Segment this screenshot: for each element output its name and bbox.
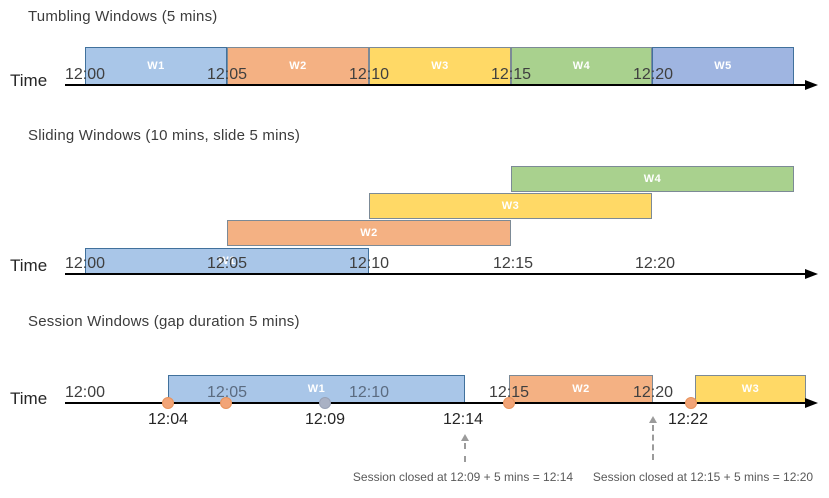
session-close-annotation: Session closed at 12:09 + 5 mins = 12:14	[352, 470, 574, 484]
window-box-sliding-w3: W3	[369, 193, 652, 219]
dashed-up-arrow-icon	[649, 416, 657, 460]
window-label: W3	[431, 60, 449, 72]
event-dot	[503, 397, 515, 409]
tick-session-12-10: 12:10	[348, 384, 390, 401]
event-time-label-12-14: 12:14	[442, 411, 484, 428]
axis-arrowhead-icon-tumbling	[805, 80, 818, 90]
tick-sliding-12-05: 12:05	[206, 255, 248, 272]
window-label: W3	[501, 200, 520, 212]
tick-session-12-20: 12:20	[632, 384, 674, 401]
window-box-tumbling-w3: W3	[369, 47, 511, 85]
window-label: W2	[572, 383, 590, 395]
event-dot	[319, 397, 331, 409]
arrowhead-icon	[649, 416, 657, 423]
session-close-annotation: Session closed at 12:15 + 5 mins = 12:20	[592, 470, 814, 484]
event-dot	[685, 397, 697, 409]
time-axis-title-tumbling: Time	[10, 71, 48, 90]
time-axis-title-sliding: Time	[10, 256, 48, 275]
tick-tumbling-12-10: 12:10	[348, 66, 390, 83]
window-box-sliding-w4: W4	[511, 166, 794, 192]
tick-sliding-12-00: 12:00	[64, 255, 106, 272]
time-axis-line-sliding	[65, 273, 805, 275]
window-label: W5	[714, 60, 732, 72]
tick-tumbling-12-20: 12:20	[632, 66, 674, 83]
event-time-label-12-09: 12:09	[304, 411, 346, 428]
axis-arrowhead-icon-sliding	[805, 269, 818, 279]
tick-tumbling-12-00: 12:00	[64, 66, 106, 83]
window-label: W3	[741, 383, 760, 395]
time-axis-line-session	[65, 402, 805, 404]
tick-sliding-12-15: 12:15	[492, 255, 534, 272]
window-label: W1	[218, 255, 236, 267]
window-label: W4	[643, 173, 662, 185]
window-label: W2	[289, 60, 307, 72]
time-axis-title-session: Time	[10, 389, 48, 408]
tick-session-12-00: 12:00	[64, 384, 106, 401]
window-box-tumbling-w4: W4	[511, 47, 652, 85]
tick-session-12-15: 12:15	[488, 384, 530, 401]
dashed-up-arrow-icon	[461, 434, 469, 462]
window-box-tumbling-w1: W1	[85, 47, 227, 85]
event-dot	[220, 397, 232, 409]
section-title-sliding: Sliding Windows (10 mins, slide 5 mins)	[28, 127, 301, 144]
tick-tumbling-12-15: 12:15	[490, 66, 532, 83]
window-box-tumbling-w2: W2	[227, 47, 369, 85]
window-box-sliding-w1: W1	[85, 248, 369, 274]
arrow-shaft	[464, 443, 466, 462]
tick-sliding-12-10: 12:10	[348, 255, 390, 272]
window-label: W1	[307, 383, 326, 395]
tick-session-12-05: 12:05	[206, 384, 248, 401]
window-label: W4	[572, 60, 591, 72]
axis-arrowhead-icon-session	[805, 398, 818, 408]
window-label: W2	[360, 227, 378, 239]
window-box-sliding-w2: W2	[227, 220, 511, 246]
tick-tumbling-12-05: 12:05	[206, 66, 248, 83]
window-label: W1	[147, 60, 165, 72]
event-dot	[162, 397, 174, 409]
window-box-session-w3: W3	[695, 375, 806, 403]
section-title-session: Session Windows (gap duration 5 mins)	[28, 313, 300, 330]
time-axis-line-tumbling	[65, 84, 805, 86]
event-time-label-12-04: 12:04	[147, 411, 189, 428]
section-title-tumbling: Tumbling Windows (5 mins)	[28, 8, 218, 25]
arrow-shaft	[652, 425, 654, 460]
window-box-tumbling-w5: W5	[652, 47, 794, 85]
window-box-session-w2: W2	[509, 375, 653, 403]
tick-sliding-12-20: 12:20	[634, 255, 676, 272]
event-time-label-12-22: 12:22	[667, 411, 709, 428]
arrowhead-icon	[461, 434, 469, 441]
